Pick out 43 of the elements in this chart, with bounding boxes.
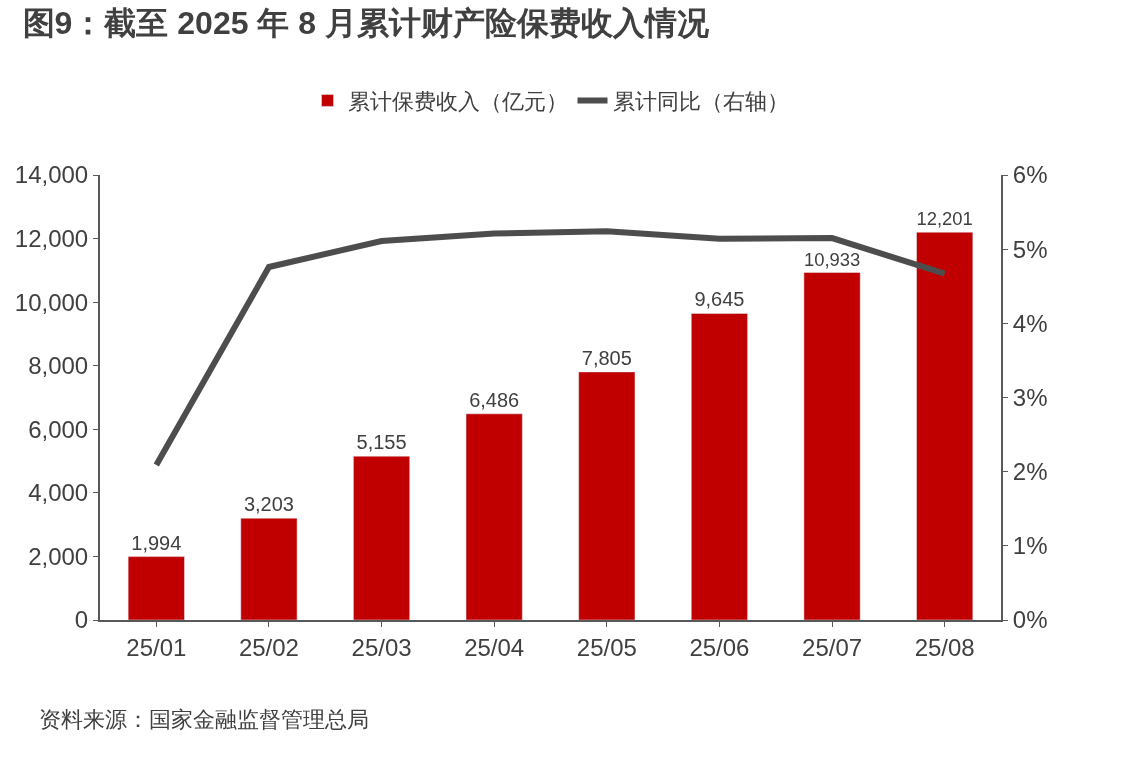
- text: 资料来源：国家金融监督管理总局: [39, 707, 369, 732]
- y2-tick-label: 6%: [1012, 161, 1048, 189]
- data-label: 5,155: [356, 431, 407, 454]
- bar: [691, 313, 748, 620]
- data-label: 7,805: [581, 346, 632, 369]
- y-tick-label: 0: [74, 606, 89, 634]
- bar: [127, 556, 185, 620]
- bar: [353, 455, 410, 620]
- data-label: 3,203: [243, 493, 294, 516]
- y2-tick-label: 3%: [1012, 383, 1048, 411]
- bar: [240, 517, 298, 620]
- data-label: 1,994: [131, 531, 182, 554]
- bar: [803, 272, 861, 620]
- y2-tick-label: 2%: [1012, 458, 1048, 486]
- y-tick-label: 14,000: [14, 161, 89, 189]
- data-label: 9,645: [694, 288, 745, 311]
- data-label: 6,486: [469, 388, 520, 411]
- y-tick-label: 8,000: [28, 352, 89, 380]
- x-tick-label: 25/01: [126, 633, 187, 661]
- y2-tick-label: 5%: [1012, 235, 1048, 263]
- x-tick-label: 25/07: [802, 633, 863, 661]
- x-tick-label: 25/06: [689, 633, 750, 661]
- x-tick-label: 25/03: [351, 633, 412, 661]
- y-tick-label: 12,000: [14, 224, 89, 252]
- y2-tick-label: 1%: [1012, 532, 1048, 560]
- x-tick-label: 25/02: [238, 633, 299, 661]
- bar: [916, 231, 974, 620]
- bar: [465, 413, 523, 620]
- x-tick-label: 25/05: [576, 633, 637, 661]
- y-tick-label: 6,000: [28, 415, 89, 443]
- legend-label: 累计同比（右轴）: [612, 88, 789, 114]
- y2-tick-label: 4%: [1012, 309, 1048, 337]
- data-label: 12,201: [916, 208, 973, 230]
- y-tick-label: 10,000: [14, 288, 89, 316]
- x-tick-label: 25/08: [914, 633, 975, 661]
- y2-tick-label: 0%: [1012, 606, 1048, 634]
- legend-label: 累计保费收入（亿元）: [347, 88, 568, 114]
- x-tick-label: 25/04: [464, 633, 525, 661]
- bar: [578, 371, 636, 620]
- y-tick-label: 2,000: [28, 542, 89, 570]
- data-label: 10,933: [803, 248, 861, 270]
- chart-title: 图9：截至 2025 年 8 月累计财产险保费收入情况: [22, 4, 710, 41]
- y-tick-label: 4,000: [28, 479, 89, 507]
